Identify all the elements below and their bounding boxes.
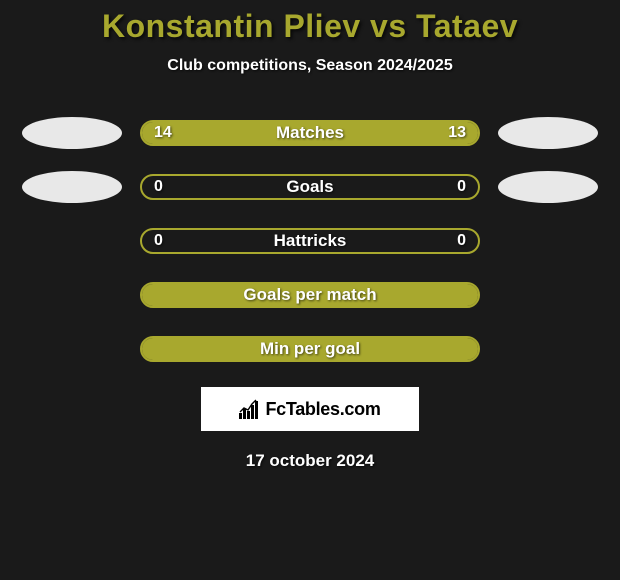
stat-bar: 0 Goals 0 — [140, 174, 480, 200]
stat-label: Min per goal — [260, 339, 360, 359]
subtitle: Club competitions, Season 2024/2025 — [0, 57, 620, 75]
flag-spacer — [498, 225, 598, 257]
stat-bar: Min per goal — [140, 336, 480, 362]
comparison-card: Konstantin Pliev vs Tataev Club competit… — [0, 0, 620, 471]
stat-value-right: 0 — [457, 178, 466, 196]
flag-right — [498, 171, 598, 203]
stat-row: 0 Goals 0 — [0, 171, 620, 203]
stat-bar: Goals per match — [140, 282, 480, 308]
stat-value-right: 0 — [457, 232, 466, 250]
stat-value-left: 14 — [154, 124, 172, 142]
stat-value-left: 0 — [154, 232, 163, 250]
flag-spacer — [498, 279, 598, 311]
flag-left — [22, 171, 122, 203]
stats-list: 14 Matches 13 0 Goals 0 0 Hattricks 0 Goals per m… — [0, 117, 620, 365]
stat-value-left: 0 — [154, 178, 163, 196]
page-title: Konstantin Pliev vs Tataev — [0, 8, 620, 45]
stat-row: 14 Matches 13 — [0, 117, 620, 149]
stat-row: Min per goal — [0, 333, 620, 365]
stat-label: Hattricks — [274, 231, 347, 251]
stat-label: Goals per match — [243, 285, 376, 305]
stat-label: Goals — [286, 177, 333, 197]
stat-row: Goals per match — [0, 279, 620, 311]
flag-spacer — [498, 333, 598, 365]
flag-spacer — [22, 333, 122, 365]
flag-left — [22, 117, 122, 149]
flag-right — [498, 117, 598, 149]
date-text: 17 october 2024 — [0, 451, 620, 471]
stat-row: 0 Hattricks 0 — [0, 225, 620, 257]
stat-value-right: 13 — [448, 124, 466, 142]
flag-spacer — [22, 225, 122, 257]
stat-bar: 0 Hattricks 0 — [140, 228, 480, 254]
brand-badge: FcTables.com — [201, 387, 419, 431]
brand-chart-icon — [239, 399, 261, 419]
stat-bar: 14 Matches 13 — [140, 120, 480, 146]
flag-spacer — [22, 279, 122, 311]
stat-label: Matches — [276, 123, 344, 143]
brand-text: FcTables.com — [265, 399, 380, 420]
